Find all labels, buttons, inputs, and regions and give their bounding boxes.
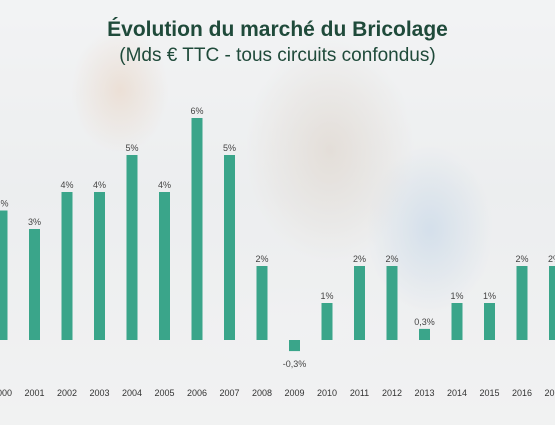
x-tick-label-2003: 2003: [89, 388, 109, 398]
value-label-2006: 6%: [190, 106, 203, 116]
x-tick-label-2013: 2013: [414, 388, 434, 398]
x-tick-label-2008: 2008: [252, 388, 272, 398]
x-tick-label-2017: 2017: [544, 388, 555, 398]
x-tick-label-2006: 2006: [187, 388, 207, 398]
value-label-2016: 2%: [515, 254, 528, 264]
x-tick-label-2002: 2002: [57, 388, 77, 398]
bar-2014: [451, 303, 463, 340]
bar-2013: [419, 328, 430, 340]
x-tick-label-2011: 2011: [350, 388, 369, 398]
bar-2015: [484, 303, 495, 340]
x-tick-label-2015: 2015: [479, 388, 499, 398]
value-label-2005: 4%: [158, 180, 171, 190]
value-label-2013: 0,3%: [414, 317, 435, 327]
value-label-2000: 3%: [0, 199, 9, 209]
value-label-2003: 4%: [93, 180, 106, 190]
value-label-2004: 5%: [125, 143, 138, 153]
bar-2011: [354, 266, 365, 340]
bar-2017: [549, 266, 555, 340]
bar-2010: [321, 303, 333, 340]
bar-2012: [386, 266, 398, 340]
x-tick-label-2000: 2000: [0, 388, 12, 398]
value-label-2001: 3%: [28, 217, 41, 227]
bar-2007: [224, 155, 235, 340]
bar-2008: [256, 266, 268, 340]
bar-2002: [61, 192, 73, 340]
value-label-2015: 1%: [483, 291, 496, 301]
x-tick-label-2012: 2012: [382, 388, 402, 398]
value-label-2009: -0,3%: [283, 359, 307, 369]
x-tick-label-2005: 2005: [154, 388, 174, 398]
x-tick-label-2014: 2014: [447, 388, 467, 398]
x-tick-label-2009: 2009: [284, 388, 304, 398]
value-label-2014: 1%: [450, 291, 463, 301]
bar-2016: [516, 266, 528, 340]
bar-2005: [159, 192, 170, 340]
bar-2003: [94, 192, 105, 340]
chart-title: Évolution du marché du Bricolage: [107, 18, 448, 41]
x-tick-label-2007: 2007: [219, 388, 239, 398]
bar-2004: [126, 155, 138, 340]
bar-2000: [0, 210, 8, 340]
x-tick-label-2010: 2010: [317, 388, 337, 398]
value-label-2017: 2%: [548, 254, 555, 264]
x-tick-label-2004: 2004: [122, 388, 142, 398]
value-label-2008: 2%: [255, 254, 268, 264]
bar-2001: [29, 229, 40, 340]
value-label-2002: 4%: [60, 180, 73, 190]
value-label-2010: 1%: [320, 291, 333, 301]
value-label-2012: 2%: [385, 254, 398, 264]
x-tick-label-2016: 2016: [512, 388, 532, 398]
bar-2009: [289, 340, 300, 352]
x-tick-label-2001: 2001: [24, 388, 44, 398]
value-label-2007: 5%: [223, 143, 236, 153]
value-label-2011: 2%: [353, 254, 366, 264]
chart-subtitle: (Mds € TTC - tous circuits confondus): [119, 45, 436, 66]
bar-2006: [191, 118, 203, 340]
